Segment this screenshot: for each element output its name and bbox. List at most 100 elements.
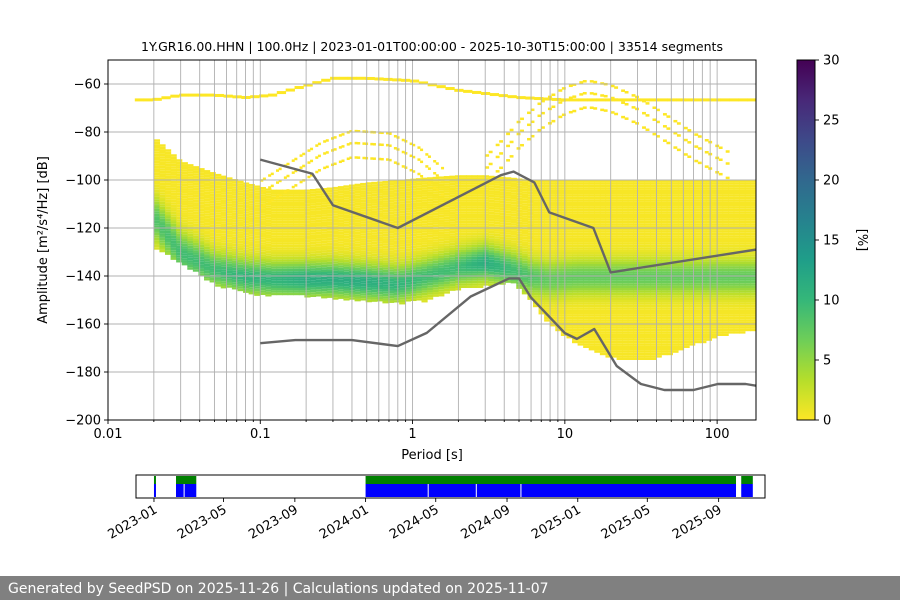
heatmap-cell: [532, 297, 540, 300]
heatmap-cell: [627, 292, 634, 296]
heatmap-cell: [337, 186, 345, 189]
heatmap-cell: [332, 294, 339, 298]
heatmap-cell: [627, 338, 634, 341]
heatmap-cell: [544, 319, 551, 322]
heatmap-cell: [644, 278, 651, 281]
heatmap-cell: [650, 328, 657, 332]
heatmap-cell: [544, 199, 551, 202]
heatmap-cell: [650, 324, 657, 327]
heatmap-cell: [527, 220, 534, 224]
heatmap-cell: [270, 254, 278, 257]
heatmap-cell: [438, 224, 445, 227]
heatmap-cell: [153, 165, 161, 169]
heatmap-cell: [243, 211, 250, 214]
heatmap-cell: [287, 196, 294, 200]
heatmap-cell: [337, 188, 345, 191]
heatmap-cell: [282, 278, 289, 281]
heatmap-cell: [650, 338, 657, 341]
heatmap-cell: [560, 278, 568, 281]
heatmap-cell: [638, 268, 646, 272]
heatmap-cell: [382, 228, 389, 232]
heatmap-cell: [599, 348, 607, 351]
heatmap-cell: [309, 277, 317, 281]
heatmap-cell: [616, 228, 623, 231]
heatmap-cell: [382, 245, 389, 249]
heatmap-cell: [164, 194, 172, 198]
heatmap-cell: [577, 304, 584, 308]
heatmap-cell: [309, 210, 317, 214]
heatmap-cell: [488, 274, 495, 277]
heatmap-cell: [505, 234, 512, 238]
heatmap-cell: [460, 225, 467, 228]
heatmap-cell: [555, 223, 562, 226]
heatmap-cell: [382, 204, 389, 208]
heatmap-cell: [415, 199, 423, 203]
heatmap-cell: [627, 247, 634, 250]
heatmap-cell: [544, 268, 551, 272]
heatmap-cell: [650, 184, 657, 188]
heatmap-cell: [254, 209, 261, 212]
heatmap-cell: [661, 225, 668, 228]
heatmap-cell: [360, 228, 367, 231]
heatmap-cell: [192, 192, 200, 195]
heatmap-cell: [371, 234, 378, 238]
heatmap-cell: [544, 278, 551, 281]
heatmap-cell: [254, 243, 261, 246]
heatmap-cell: [276, 290, 283, 293]
heatmap-cell: [493, 183, 501, 186]
heatmap-cell: [638, 180, 646, 183]
heatmap-cell: [527, 254, 534, 257]
heatmap-cell: [460, 180, 467, 183]
heatmap-cell: [605, 336, 612, 339]
heatmap-cell: [153, 244, 161, 248]
heatmap-cell: [555, 307, 562, 310]
heatmap-cell: [594, 223, 601, 226]
heatmap-cell: [204, 275, 211, 279]
heatmap-cell: [360, 298, 367, 301]
heatmap-cell: [482, 266, 489, 269]
heatmap-cell: [360, 199, 367, 203]
heatmap-cell: [427, 258, 434, 262]
heatmap-cell: [544, 283, 551, 286]
heatmap-cell: [187, 183, 194, 186]
heatmap-cell: [493, 253, 501, 256]
heatmap-cell: [521, 231, 529, 235]
heatmap-cell: [527, 191, 534, 195]
heatmap-cell: [488, 240, 495, 243]
heatmap-cell: [661, 307, 668, 310]
heatmap-cell: [438, 279, 445, 283]
heatmap-cell: [198, 259, 205, 262]
heatmap-cell: [399, 254, 406, 257]
heatmap-cell: [605, 304, 612, 308]
heatmap-cell: [354, 210, 361, 213]
heatmap-cell: [633, 355, 640, 358]
heatmap-cell: [599, 261, 607, 264]
heatmap-cell: [282, 268, 289, 272]
heatmap-cell: [371, 258, 378, 262]
heatmap-cell: [287, 237, 294, 240]
heatmap-cell: [410, 272, 417, 275]
heatmap-cell: [243, 266, 250, 269]
heatmap-cell: [488, 247, 495, 251]
heatmap-cell: [293, 271, 300, 274]
heatmap-cell: [421, 285, 428, 289]
heatmap-cell: [298, 218, 305, 221]
heatmap-cell: [599, 232, 607, 236]
heatmap-cell: [672, 249, 679, 252]
heatmap-cell: [566, 194, 573, 197]
heatmap-cell: [164, 245, 172, 248]
heatmap-cell: [410, 197, 417, 201]
heatmap-cell: [254, 197, 261, 200]
heatmap-cell: [622, 184, 629, 188]
heatmap-cell: [259, 196, 266, 199]
heatmap-cell: [243, 261, 250, 265]
heatmap-cell: [622, 288, 629, 291]
heatmap-cell: [622, 283, 629, 286]
heatmap-cell: [376, 239, 384, 242]
heatmap-cell: [527, 285, 534, 288]
heatmap-cell: [415, 252, 423, 255]
heatmap-cell: [566, 268, 573, 272]
heatmap-cell: [220, 216, 227, 219]
heatmap-cell: [510, 261, 517, 265]
heatmap-cell: [226, 215, 233, 219]
